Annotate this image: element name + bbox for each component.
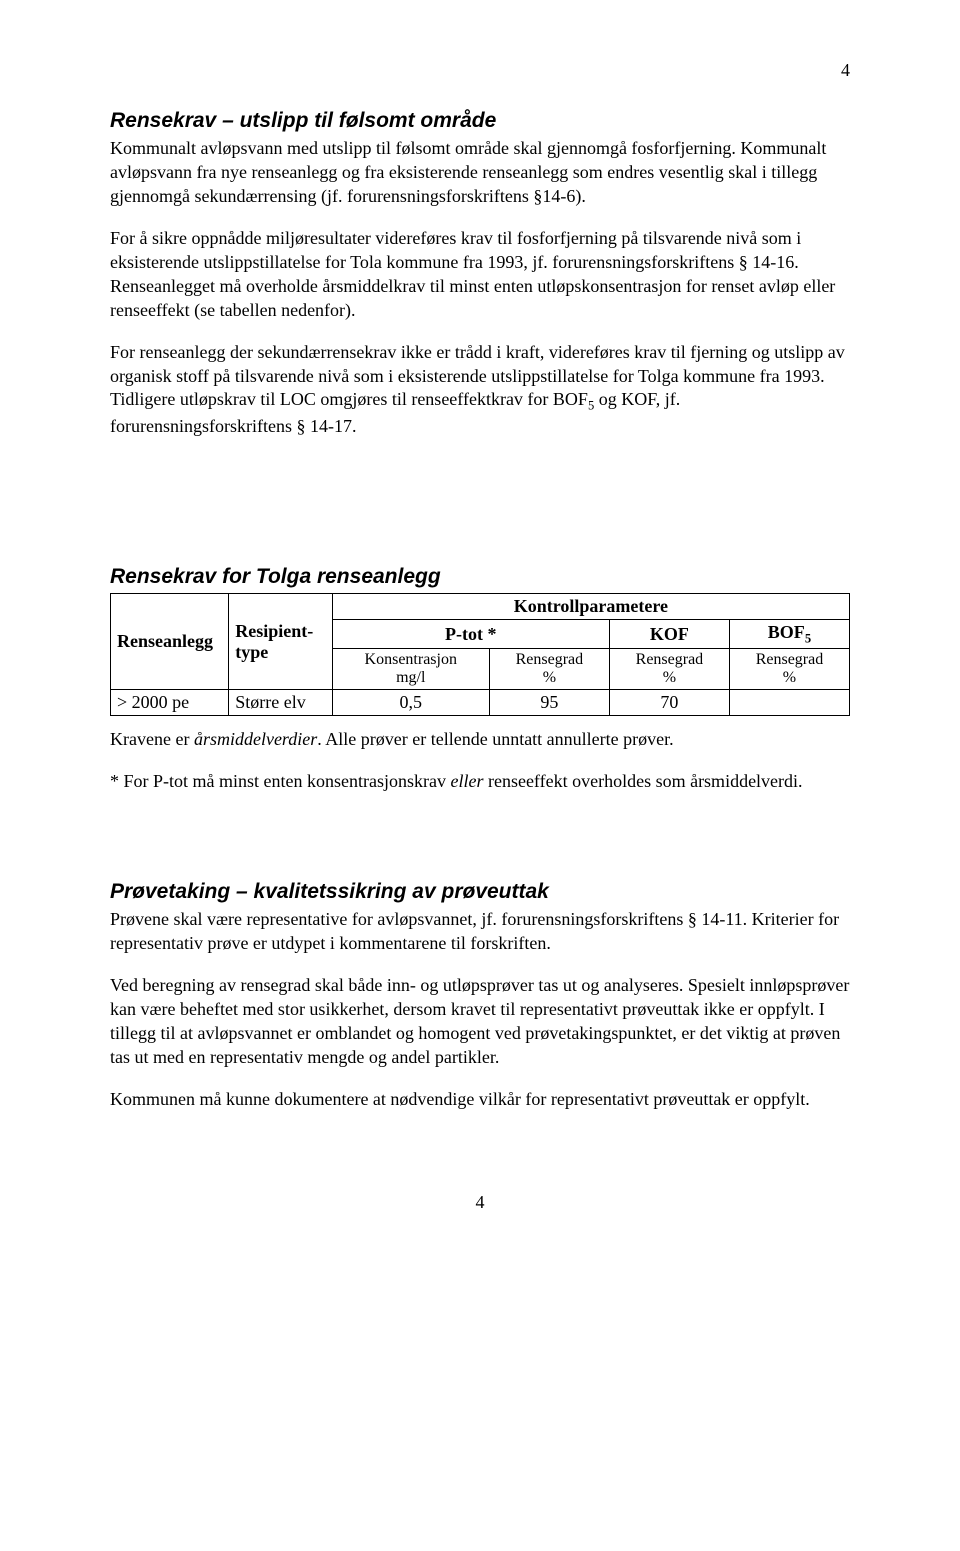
page-number-top: 4 bbox=[110, 60, 850, 81]
table-data-row: > 2000 pe Større elv 0,5 95 70 bbox=[111, 690, 850, 716]
th-ptot: P-tot * bbox=[332, 619, 609, 649]
th-rensegrad-ptot: Rensegrad % bbox=[489, 649, 609, 690]
td-konsentrasjon: 0,5 bbox=[332, 690, 489, 716]
th-rensegrad-bof: Rensegrad % bbox=[729, 649, 849, 690]
para-s3-p1: Prøvene skal være representative for avl… bbox=[110, 908, 850, 956]
th-renseanlegg: Renseanlegg bbox=[111, 593, 229, 690]
vertical-gap bbox=[110, 457, 850, 537]
document-page: 4 Rensekrav – utslipp til følsomt område… bbox=[0, 0, 960, 1273]
para-s1-p2: For å sikre oppnådde miljøresultater vid… bbox=[110, 227, 850, 323]
para-s1-p3a: For renseanlegg der sekundærrensekrav ik… bbox=[110, 342, 845, 410]
para-s3-p2: Ved beregning av rensegrad skal både inn… bbox=[110, 974, 850, 1070]
td-renseanlegg: > 2000 pe bbox=[111, 690, 229, 716]
table-header-row-1: Renseanlegg Resipient-type Kontrollparam… bbox=[111, 593, 850, 619]
td-resipient: Større elv bbox=[229, 690, 332, 716]
page-number-bottom: 4 bbox=[110, 1192, 850, 1213]
vertical-gap-2 bbox=[110, 812, 850, 852]
th-konsentrasjon: Konsentrasjon mg/l bbox=[332, 649, 489, 690]
table-note-2: * For P-tot må minst enten konsentrasjon… bbox=[110, 770, 850, 794]
th-kontrollparametere: Kontrollparametere bbox=[332, 593, 849, 619]
rensekrav-table: Renseanlegg Resipient-type Kontrollparam… bbox=[110, 593, 850, 717]
heading-rensekrav-utslipp: Rensekrav – utslipp til følsomt område bbox=[110, 109, 850, 133]
th-resipienttype: Resipient-type bbox=[229, 593, 332, 690]
heading-rensekrav-tolga: Rensekrav for Tolga renseanlegg bbox=[110, 565, 850, 589]
th-bof5: BOF5 bbox=[729, 619, 849, 649]
para-s1-p1: Kommunalt avløpsvann med utslipp til føl… bbox=[110, 137, 850, 209]
th-rensegrad-kof: Rensegrad % bbox=[609, 649, 729, 690]
td-rensegrad-ptot: 95 bbox=[489, 690, 609, 716]
td-rensegrad-bof bbox=[729, 690, 849, 716]
th-kof: KOF bbox=[609, 619, 729, 649]
para-s3-p3: Kommunen må kunne dokumentere at nødvend… bbox=[110, 1088, 850, 1112]
table-note-1: Kravene er årsmiddelverdier. Alle prøver… bbox=[110, 728, 850, 752]
td-rensegrad-kof: 70 bbox=[609, 690, 729, 716]
para-s1-p3: For renseanlegg der sekundærrensekrav ik… bbox=[110, 341, 850, 439]
heading-provetaking: Prøvetaking – kvalitetssikring av prøveu… bbox=[110, 880, 850, 904]
